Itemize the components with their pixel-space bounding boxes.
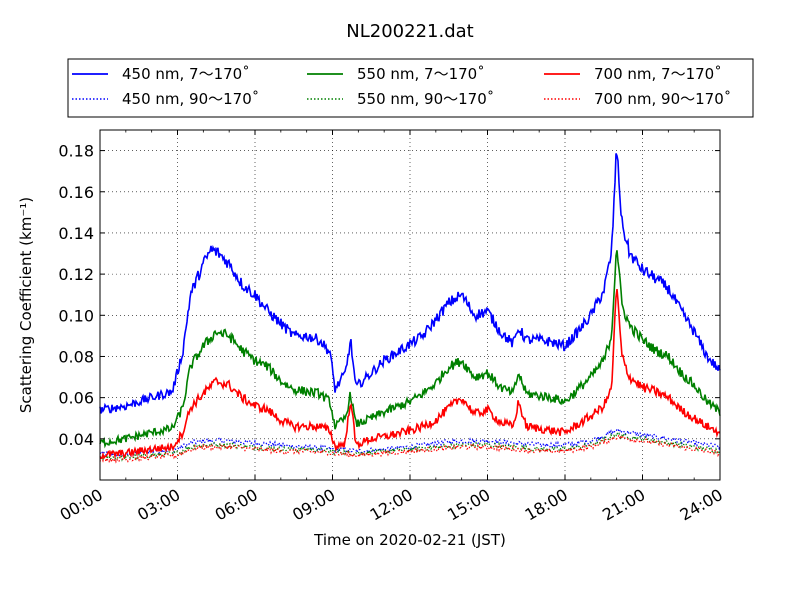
legend-label: 550 nm, 90～170˚ <box>357 90 494 108</box>
x-tick-label: 24:00 <box>677 485 726 525</box>
legend-label: 700 nm, 90～170˚ <box>594 90 731 108</box>
legend-box <box>67 58 754 118</box>
plot-frame <box>100 130 720 480</box>
chart-title: NL200221.dat <box>346 21 473 42</box>
y-tick-label: 0.18 <box>58 142 94 161</box>
y-tick-label: 0.06 <box>58 389 94 408</box>
series-line <box>99 250 721 449</box>
y-tick-label: 0.12 <box>58 265 94 284</box>
x-axis-label: Time on 2020-02-21 (JST) <box>313 531 506 549</box>
x-tick-label: 12:00 <box>367 485 416 525</box>
series-line <box>99 433 721 464</box>
series-layer <box>99 153 721 464</box>
legend-label: 550 nm, 7～170˚ <box>357 65 485 83</box>
y-tick-label: 0.08 <box>58 347 94 366</box>
y-tick-label: 0.10 <box>58 306 94 325</box>
series-line <box>99 153 721 414</box>
y-tick-label: 0.04 <box>58 430 94 449</box>
x-tick-label: 18:00 <box>522 485 571 525</box>
y-axis-label: Scattering Coefficient (km⁻¹) <box>17 197 35 413</box>
x-tick-label: 09:00 <box>289 485 338 525</box>
legend-label: 450 nm, 7～170˚ <box>122 65 250 83</box>
x-tick-label: 21:00 <box>599 485 648 525</box>
y-tick-label: 0.16 <box>58 183 94 202</box>
x-tick-label: 00:00 <box>57 485 106 525</box>
y-tick-label: 0.14 <box>58 224 94 243</box>
series-line <box>99 428 721 459</box>
x-tick-label: 15:00 <box>444 485 493 525</box>
legend: 450 nm, 7～170˚ 450 nm, 90～170˚ 550 nm, 7～1… <box>67 58 754 118</box>
legend-label: 700 nm, 7～170˚ <box>594 65 722 83</box>
x-tick-label: 03:00 <box>134 485 183 525</box>
legend-label: 450 nm, 90～170˚ <box>122 90 259 108</box>
x-tick-label: 06:00 <box>212 485 261 525</box>
series-line <box>99 288 721 460</box>
